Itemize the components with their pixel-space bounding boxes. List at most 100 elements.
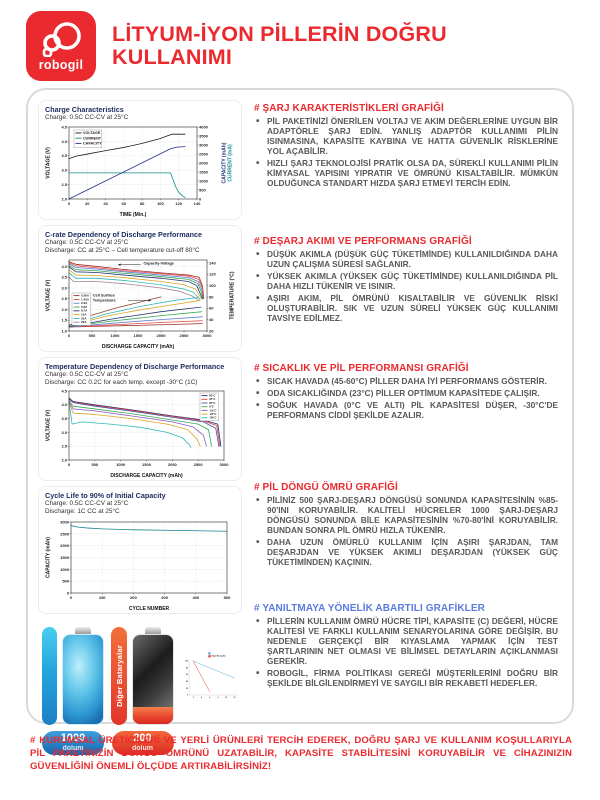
svg-text:2.0: 2.0 xyxy=(61,457,67,462)
svg-text:1500: 1500 xyxy=(60,555,70,560)
svg-text:3.5: 3.5 xyxy=(61,153,67,158)
svg-text:20: 20 xyxy=(85,201,90,206)
cycles-count: 1000 xyxy=(60,732,86,745)
bullet-item: YÜKSEK AKIMLA (YÜKSEK GÜÇ TÜKETİMİNDE) K… xyxy=(254,271,558,292)
battery-low-charge-fill xyxy=(133,707,173,725)
svg-text:1.5: 1.5 xyxy=(61,317,67,322)
svg-text:VOLTAGE (V): VOLTAGE (V) xyxy=(46,409,52,441)
section-sicaklik-performans: # SICAKLIK VE PİL PERFORMANSI GRAFİĞİ SI… xyxy=(254,363,558,482)
svg-text:-10°C: -10°C xyxy=(209,408,217,412)
svg-text:2500: 2500 xyxy=(60,532,70,537)
charge-characteristics-card: Charge Characteristics Charge: 0.5C CC-C… xyxy=(38,100,242,221)
svg-text:3500: 3500 xyxy=(199,134,209,139)
battery-body-empty xyxy=(132,634,174,726)
svg-text:4.0: 4.0 xyxy=(61,139,67,144)
svg-text:4.5: 4.5 xyxy=(61,125,67,130)
other-battery-group: Diğer Bataryalar 200 dolum xyxy=(111,627,174,756)
svg-text:60: 60 xyxy=(186,675,188,677)
svg-text:3.0: 3.0 xyxy=(61,430,67,435)
svg-text:3000: 3000 xyxy=(220,462,230,467)
bullet-item: HIZLI ŞARJ TEKNOLOJİSİ PRATİK OLSA DA, S… xyxy=(254,158,558,189)
svg-text:15A: 15A xyxy=(81,312,87,316)
robogil-logo-icon xyxy=(39,21,83,57)
svg-text:0: 0 xyxy=(68,333,71,338)
svg-text:CURRENT (mA): CURRENT (mA) xyxy=(228,144,234,182)
svg-text:45°C: 45°C xyxy=(209,397,216,401)
svg-text:8: 8 xyxy=(217,697,218,699)
svg-text:2.0: 2.0 xyxy=(61,197,67,202)
svg-text:CYCLE NUMBER: CYCLE NUMBER xyxy=(129,606,170,611)
svg-text:3.0: 3.0 xyxy=(61,285,67,290)
svg-text:Diğer Bataryalar: Diğer Bataryalar xyxy=(211,655,226,658)
svg-text:60: 60 xyxy=(122,201,127,206)
svg-text:60°C: 60°C xyxy=(209,393,216,397)
svg-text:80: 80 xyxy=(140,201,145,206)
content-card: Charge Characteristics Charge: 0.5C CC-C… xyxy=(26,88,574,756)
bullet-item: SICAK HAVADA (45-60°C) PİLLER DAHA İYİ P… xyxy=(254,376,558,388)
chart-subtitle: Discharge: CC 0.2C for each temp. except… xyxy=(45,378,198,386)
svg-text:TIME (Min.): TIME (Min.) xyxy=(120,212,147,217)
battery-life-comparison-chart: 2 4 6 8 10 12 0 20 40 60 80 100 Diğer Bataryalar xyxy=(185,652,239,699)
svg-text:200: 200 xyxy=(130,595,137,600)
cycles-badge-200: 200 dolum xyxy=(111,731,174,756)
svg-text:500: 500 xyxy=(89,333,96,338)
svg-text:1000: 1000 xyxy=(60,567,70,572)
svg-text:1000: 1000 xyxy=(116,462,126,467)
section-desarj-akimi: # DEŞARJ AKIMI VE PERFORMANS GRAFİĞİ DÜŞ… xyxy=(254,236,558,363)
svg-text:DISCHARGE CAPACITY (mAh): DISCHARGE CAPACITY (mAh) xyxy=(102,344,175,349)
svg-text:4000: 4000 xyxy=(199,125,209,130)
crate-discharge-card: C-rate Dependency of Discharge Performan… xyxy=(38,225,242,352)
cycles-badge-1000: 1000 dolum xyxy=(42,731,104,756)
bullet-item: AŞIRI AKIM, PİL ÖMRÜNÜ KISALTABİLİR VE G… xyxy=(254,293,558,324)
battery-comparison-graphic: 1000 dolum Diğer Bataryalar xyxy=(38,619,242,756)
section-heading: # ŞARJ KARAKTERİSTİKLERİ GRAFİĞİ xyxy=(254,103,444,114)
svg-text:20A: 20A xyxy=(81,316,87,320)
cycles-unit: dolum xyxy=(132,745,153,753)
footer-note: # KURUMSAL ÜRETİCİLERİ VE YERLİ ÜRÜNLERİ… xyxy=(30,735,572,773)
cycle-life-chart: 0 100 200 300 400 500 0 500 1000 1500 2000 2500 3000… xyxy=(46,520,232,612)
svg-text:8.7A: 8.7A xyxy=(81,308,88,312)
svg-text:4.5: 4.5 xyxy=(61,388,67,393)
svg-text:2: 2 xyxy=(193,697,194,699)
svg-text:100: 100 xyxy=(209,283,216,288)
bullet-item: ROBOGİL, FİRMA POLİTİKASI GEREĞİ MÜŞTERİ… xyxy=(254,668,558,689)
svg-text:2500: 2500 xyxy=(180,333,190,338)
temperature-discharge-chart: 0 500 1000 1500 2000 2500 3000 2.0 2.5 3.0 3.5 4.0 4… xyxy=(46,388,230,478)
svg-text:500: 500 xyxy=(199,188,206,193)
svg-text:120: 120 xyxy=(209,271,216,276)
svg-text:3.5: 3.5 xyxy=(61,274,67,279)
svg-text:40: 40 xyxy=(209,317,214,322)
svg-text:500: 500 xyxy=(91,462,98,467)
other-batteries-label: Diğer Bataryalar xyxy=(114,645,124,708)
svg-text:1000: 1000 xyxy=(199,179,209,184)
svg-text:4.0: 4.0 xyxy=(61,263,67,268)
svg-text:2.5: 2.5 xyxy=(61,444,67,449)
svg-text:-30°C: -30°C xyxy=(209,416,217,420)
chart-subtitle: Charge: 0.5C CC-CV at 25°C xyxy=(45,499,129,507)
svg-text:20: 20 xyxy=(186,688,188,690)
svg-text:1000: 1000 xyxy=(111,333,121,338)
svg-text:140: 140 xyxy=(194,201,201,206)
svg-text:VOLTAGE (V): VOLTAGE (V) xyxy=(46,147,52,179)
svg-text:3.5: 3.5 xyxy=(61,416,67,421)
battery-body-full xyxy=(62,634,104,726)
svg-text:2000: 2000 xyxy=(157,333,167,338)
svg-text:0: 0 xyxy=(70,595,73,600)
svg-text:4: 4 xyxy=(201,696,202,699)
svg-text:40: 40 xyxy=(186,680,188,683)
svg-text:Capacity-Voltage: Capacity-Voltage xyxy=(144,261,175,265)
svg-text:5.8A: 5.8A xyxy=(81,304,88,308)
svg-text:60: 60 xyxy=(209,305,214,310)
svg-text:0: 0 xyxy=(68,462,71,467)
svg-text:25°C: 25°C xyxy=(209,401,216,405)
svg-text:VOLTAGE: VOLTAGE xyxy=(83,131,101,135)
svg-text:300: 300 xyxy=(161,595,168,600)
svg-text:4.0: 4.0 xyxy=(61,402,67,407)
svg-text:1500: 1500 xyxy=(199,170,209,175)
bullet-item: ODA SICAKLIĞINDA (23°C) PİLLER OPTİMUM K… xyxy=(254,388,558,400)
section-sarj-karakteristikleri: # ŞARJ KARAKTERİSTİKLERİ GRAFİĞİ PİL PAK… xyxy=(254,103,558,236)
svg-text:0: 0 xyxy=(67,591,70,596)
robogil-battery-group: 1000 dolum xyxy=(42,627,104,756)
svg-text:3000: 3000 xyxy=(199,143,209,148)
svg-text:3000: 3000 xyxy=(203,333,213,338)
